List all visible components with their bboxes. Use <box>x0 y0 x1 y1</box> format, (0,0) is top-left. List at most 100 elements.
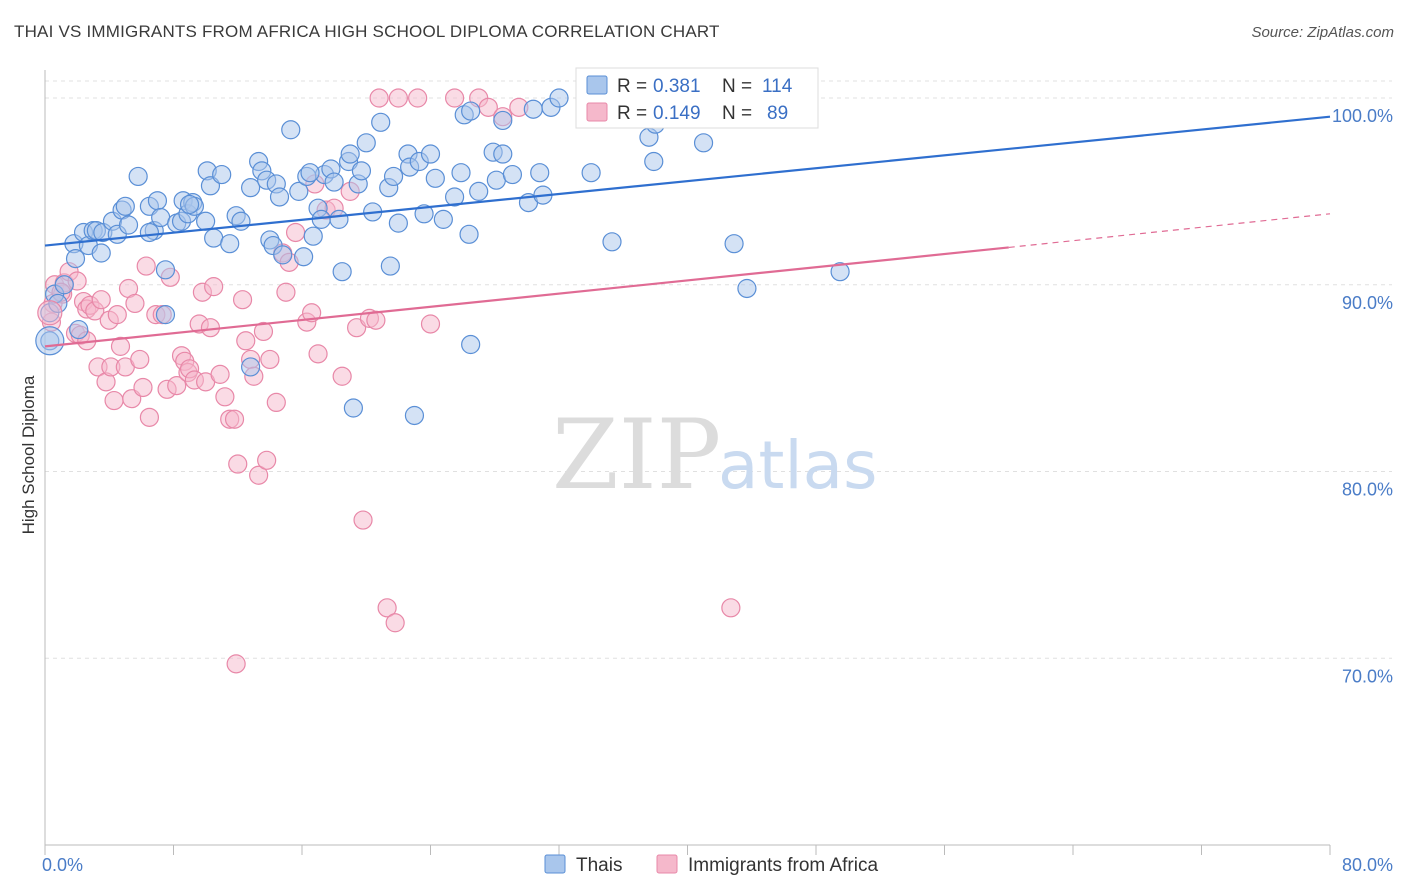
africa-point <box>226 654 246 674</box>
africa-point <box>91 290 111 310</box>
legend-africa-n: 89 <box>767 103 788 124</box>
thais-point <box>602 232 622 252</box>
thais-point <box>65 249 86 269</box>
thais-point <box>329 209 349 229</box>
thais-point <box>118 215 139 235</box>
africa-point <box>385 613 405 633</box>
africa-point <box>266 392 286 413</box>
thais-point <box>115 196 135 216</box>
africa-trend-line <box>44 246 1009 348</box>
thais-point <box>241 178 261 198</box>
thais-point <box>380 256 400 276</box>
thais-point <box>281 120 301 140</box>
thais-point <box>356 133 376 153</box>
y-tick-label: 90.0% <box>1342 293 1393 313</box>
thais-point <box>502 164 523 185</box>
thais-point <box>196 211 216 231</box>
africa-point <box>377 598 397 618</box>
x-tick-label: 80.0% <box>1342 855 1393 875</box>
thais-point <box>530 163 550 183</box>
africa-point <box>721 598 741 618</box>
africa-point <box>139 407 160 427</box>
thais-point <box>179 194 200 215</box>
africa-point <box>232 290 253 310</box>
thais-point <box>54 275 74 295</box>
thais-point <box>139 222 160 243</box>
thais-point <box>300 163 320 183</box>
africa-point <box>236 331 256 351</box>
thais-point <box>459 224 479 244</box>
watermark: ZIP atlas <box>552 399 878 511</box>
thais-point <box>371 112 391 132</box>
thais-trend-line <box>44 115 1331 247</box>
thais-point <box>693 133 714 153</box>
thais-point <box>830 262 850 282</box>
thais-point <box>469 181 489 201</box>
chart-title: THAI VS IMMIGRANTS FROM AFRICA HIGH SCHO… <box>14 22 720 41</box>
thais-point <box>340 144 360 164</box>
legend-africa-r: 0.149 <box>653 103 701 124</box>
africa-point <box>369 88 389 108</box>
thais-point <box>461 101 481 121</box>
thais-point <box>273 245 293 265</box>
legend-box <box>575 67 819 129</box>
legend-thais-swatch <box>586 75 608 95</box>
thais-point <box>303 226 323 246</box>
thais-point <box>204 228 224 248</box>
africa-point <box>253 321 274 342</box>
thais-point <box>155 260 176 280</box>
thais-point <box>724 234 744 254</box>
africa-point <box>260 349 280 370</box>
thais-point <box>241 357 261 377</box>
x-tick-label: 0.0% <box>42 855 83 875</box>
thais-point <box>486 170 506 190</box>
watermark-atlas: atlas <box>718 427 878 504</box>
y-tick-labels: 70.0% 80.0% 90.0% 100.0% <box>1332 106 1393 686</box>
thais-point <box>324 172 344 192</box>
africa-point <box>104 390 124 411</box>
thais-point <box>404 405 425 426</box>
africa-point <box>125 293 145 314</box>
y-tick-label: 80.0% <box>1342 480 1393 500</box>
thais-point <box>549 88 569 108</box>
thais-point <box>91 243 111 263</box>
thais-point <box>420 144 441 164</box>
legend-thais-n-label: N = <box>722 76 752 97</box>
africa-point <box>308 344 328 364</box>
top-legend: R = 0.381 N = 114 R = 0.149 N = 89 <box>575 67 819 129</box>
thais-point <box>581 163 601 183</box>
africa-point <box>332 366 352 386</box>
africa-point <box>347 318 367 338</box>
africa-point <box>420 314 441 334</box>
legend-thais-r: 0.381 <box>653 76 701 97</box>
africa-point <box>257 450 277 470</box>
thais-point <box>147 191 168 211</box>
africa-point-large <box>37 300 63 326</box>
thais-point <box>414 204 434 224</box>
thais-point <box>451 163 471 183</box>
thais-point <box>425 168 445 188</box>
thais-point <box>343 398 363 418</box>
thais-point-large <box>35 326 65 356</box>
africa-point <box>302 303 322 323</box>
africa-trend-extension <box>1008 213 1331 249</box>
axes <box>44 70 1331 855</box>
thais-point <box>351 161 372 181</box>
africa-point <box>285 222 306 243</box>
africa-point <box>388 88 408 108</box>
thais-point <box>383 166 404 187</box>
africa-point <box>276 282 296 302</box>
africa-point <box>224 409 245 429</box>
africa-point <box>366 310 386 330</box>
africa-point <box>136 256 156 276</box>
thais-point <box>332 262 352 282</box>
legend-africa-swatch <box>586 102 608 122</box>
thais-point <box>69 319 89 340</box>
thais-point <box>523 99 543 119</box>
thais-point <box>444 187 465 207</box>
thais-point <box>737 278 757 299</box>
africa-point <box>353 510 373 530</box>
africa-point <box>228 454 248 474</box>
africa-point <box>107 305 127 325</box>
